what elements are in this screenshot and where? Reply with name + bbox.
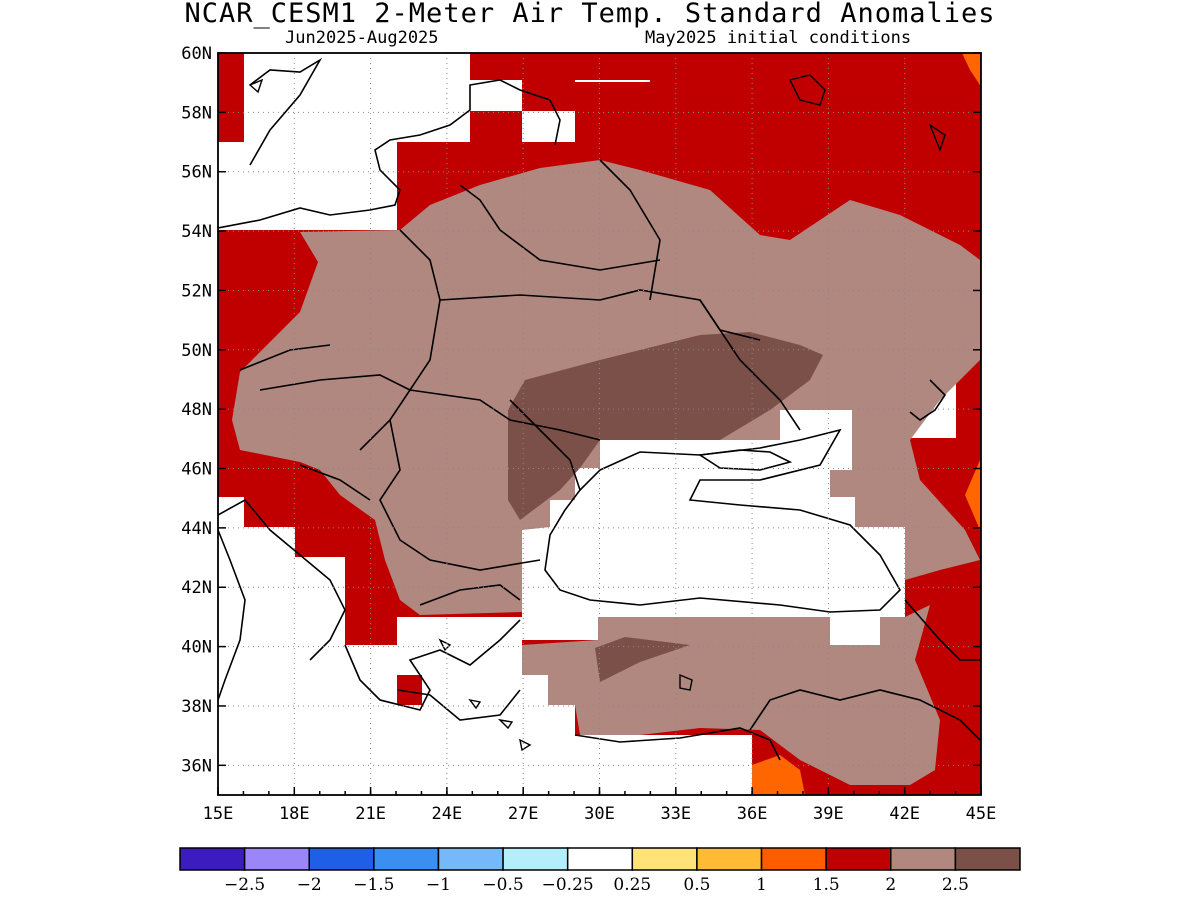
lon-tick-label: 42E [889, 804, 920, 824]
gridlines [218, 53, 981, 795]
lon-tick-label: 27E [508, 804, 539, 824]
colorbar-label: 0.5 [683, 875, 710, 895]
tick-marks [217, 52, 982, 795]
colorbar-label: −0.5 [482, 875, 523, 895]
lat-tick-label: 38N [181, 697, 212, 717]
lat-tick-label: 44N [181, 519, 212, 539]
colorbar-swatch [696, 847, 763, 871]
lat-tick-label: 42N [181, 578, 212, 598]
colorbar-swatch [954, 847, 1021, 871]
lon-tick-label: 39E [813, 804, 844, 824]
lon-tick-label: 36E [737, 804, 768, 824]
colorbar-label: −1.5 [353, 875, 394, 895]
lon-tick-label: 15E [203, 804, 234, 824]
colorbar-label: −2 [297, 875, 322, 895]
anomaly-region-1 [752, 755, 805, 795]
colorbar-swatch [890, 847, 957, 871]
lat-tick-label: 54N [181, 222, 212, 242]
colorbar-label: 1.5 [813, 875, 840, 895]
colorbar-label: 2.5 [942, 875, 969, 895]
coastlines [218, 57, 981, 761]
colorbar-swatch [243, 847, 310, 871]
map-title: NCAR_CESM1 2-Meter Air Temp. Standard An… [184, 0, 996, 29]
colorbar-swatch [437, 847, 504, 871]
lon-tick-label: 24E [432, 804, 463, 824]
lat-tick-label: 46N [181, 460, 212, 480]
colorbar-swatch [566, 847, 634, 871]
anomaly-region-2-5-south [595, 637, 690, 682]
lat-tick-label: 40N [181, 638, 212, 658]
colorbar-swatch [502, 847, 569, 871]
colorbar-label: −1 [426, 875, 451, 895]
lat-tick-label: 52N [181, 281, 212, 301]
lat-tick-label: 60N [181, 44, 212, 64]
colorbar-swatch [760, 847, 827, 871]
colorbar-label: −0.25 [542, 875, 594, 895]
lat-tick-label: 58N [181, 103, 212, 123]
colorbar-swatch [179, 847, 246, 871]
colorbar-swatch [308, 847, 375, 871]
colorbar-swatch [825, 847, 892, 871]
colorbar-boxes [179, 847, 1021, 871]
islands [248, 74, 946, 752]
colorbar-label: −2.5 [224, 875, 265, 895]
anomaly-region-2-5 [508, 332, 823, 520]
lat-tick-label: 36N [181, 756, 212, 776]
lat-tick-label: 56N [181, 163, 212, 183]
lon-tick-label: 33E [660, 804, 691, 824]
colorbar-swatch [631, 847, 698, 871]
colorbar-labels: −2.5 −2 −1.5 −1 −0.5 −0.25 0.25 0.5 1 1.5 2 2.5 [224, 875, 969, 895]
lon-tick-label: 21E [355, 804, 386, 824]
colorbar-label: 0.25 [613, 875, 651, 895]
lat-tick-label: 48N [181, 400, 212, 420]
lon-tick-label: 18E [279, 804, 310, 824]
latitude-labels: 36N 38N 40N 42N 44N 46N 48N 50N 52N 54N 56N 58N 60N [181, 44, 212, 776]
lon-tick-label: 30E [584, 804, 615, 824]
lon-tick-label: 45E [966, 804, 997, 824]
lat-tick-label: 50N [181, 341, 212, 361]
longitude-labels: 15E 18E 21E 24E 27E 30E 33E 36E 39E 42E 45E [203, 804, 997, 824]
forecast-period: Jun2025-Aug2025 [285, 28, 439, 48]
colorbar-swatch [373, 847, 440, 871]
colorbar-label: 1 [756, 875, 767, 895]
initial-conditions: May2025 initial conditions [645, 28, 912, 48]
colorbar-label: 2 [885, 875, 896, 895]
